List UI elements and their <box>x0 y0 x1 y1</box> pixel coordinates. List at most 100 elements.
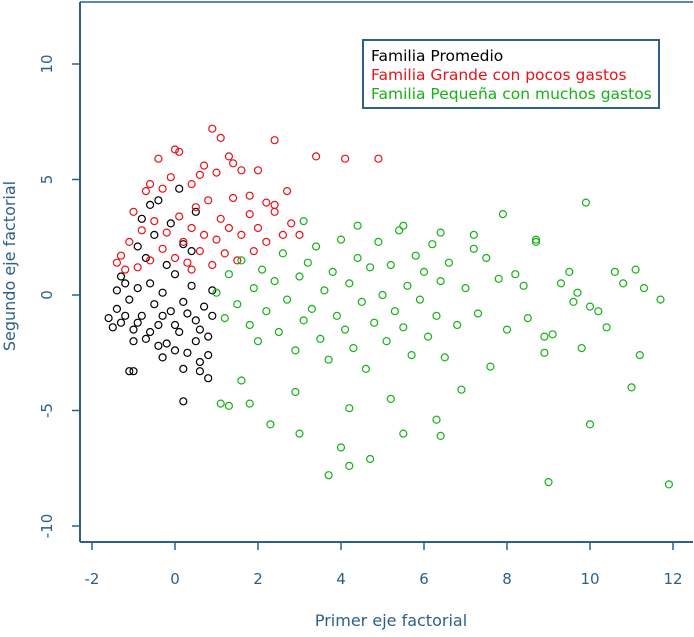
data-point <box>631 265 640 274</box>
data-point <box>403 281 412 290</box>
data-point <box>141 253 150 263</box>
data-point <box>469 230 478 239</box>
data-point <box>112 258 122 267</box>
data-point <box>141 187 150 196</box>
data-point <box>274 327 283 337</box>
data-point <box>473 309 483 318</box>
data-point <box>565 267 574 276</box>
legend-entry-promedio: Familia Promedio <box>371 47 503 65</box>
data-point <box>378 290 387 300</box>
data-point <box>245 191 254 200</box>
data-point <box>179 237 188 246</box>
data-point <box>345 461 354 470</box>
data-point <box>432 311 441 320</box>
x-tick-label: 12 <box>663 570 682 588</box>
data-point <box>328 267 337 276</box>
data-point <box>187 223 196 233</box>
data-point <box>253 337 263 346</box>
data-point <box>179 397 188 406</box>
data-point <box>361 364 370 373</box>
data-point <box>511 270 520 279</box>
data-point <box>374 154 383 163</box>
data-point <box>187 180 196 189</box>
data-point <box>345 279 354 288</box>
data-point <box>154 154 163 163</box>
data-point <box>175 327 184 337</box>
data-point <box>150 300 159 309</box>
x-tick-label: 4 <box>336 570 346 588</box>
data-point <box>141 334 150 343</box>
data-point <box>345 404 354 413</box>
data-point <box>125 367 134 376</box>
data-point <box>212 235 221 244</box>
data-point <box>170 253 180 263</box>
x-tick-label: 2 <box>253 570 263 588</box>
y-tick-label: -5 <box>38 403 56 418</box>
data-point <box>374 237 383 246</box>
data-point <box>245 210 254 219</box>
data-point <box>249 247 258 256</box>
legend-entry-grande: Familia Grande con pocos gastos <box>371 66 627 84</box>
data-point <box>116 318 126 327</box>
data-point <box>486 362 495 371</box>
data-point <box>461 284 470 293</box>
data-point <box>204 374 213 383</box>
data-point <box>469 244 478 253</box>
data-point <box>440 353 449 362</box>
data-point <box>436 277 445 286</box>
x-tick-label: 0 <box>170 570 180 588</box>
data-point <box>295 272 304 281</box>
data-point <box>108 323 117 332</box>
data-point <box>195 367 204 376</box>
data-point <box>324 471 333 480</box>
data-point <box>332 311 341 320</box>
data-point <box>191 337 200 346</box>
data-point <box>224 152 233 161</box>
data-point <box>569 297 578 306</box>
data-point <box>224 270 233 279</box>
data-point <box>212 288 221 297</box>
data-point <box>349 344 358 353</box>
data-point <box>399 221 408 230</box>
data-point <box>166 173 175 182</box>
data-point <box>357 297 366 306</box>
data-point <box>498 210 507 219</box>
data-point <box>195 247 204 256</box>
data-point <box>129 207 138 216</box>
data-point <box>262 198 271 207</box>
data-point <box>573 288 582 297</box>
data-point <box>170 320 180 330</box>
data-point <box>635 351 644 360</box>
data-point <box>544 478 553 487</box>
data-point <box>229 159 238 168</box>
data-point <box>129 367 138 376</box>
data-point <box>125 295 134 304</box>
data-point <box>316 334 325 343</box>
data-point <box>229 193 238 203</box>
data-point <box>237 376 246 385</box>
data-point <box>407 351 416 360</box>
data-point <box>245 399 254 408</box>
data-point <box>303 258 312 267</box>
data-point <box>581 198 591 207</box>
data-point <box>266 420 275 429</box>
axes <box>79 1 693 543</box>
data-point <box>137 226 146 235</box>
data-point <box>170 270 180 279</box>
data-point <box>386 260 395 270</box>
series-0 <box>104 184 217 406</box>
series-2 <box>212 198 674 489</box>
data-point <box>523 314 532 323</box>
data-point <box>121 265 130 274</box>
data-point <box>370 318 379 327</box>
data-point <box>270 277 279 286</box>
data-point <box>262 237 271 246</box>
data-point <box>220 314 229 323</box>
data-point <box>245 320 254 330</box>
data-point <box>166 219 175 228</box>
data-point <box>299 217 308 226</box>
y-tick-label: 5 <box>38 175 56 185</box>
data-point <box>237 166 246 175</box>
data-point <box>283 295 292 304</box>
data-point <box>258 265 267 274</box>
